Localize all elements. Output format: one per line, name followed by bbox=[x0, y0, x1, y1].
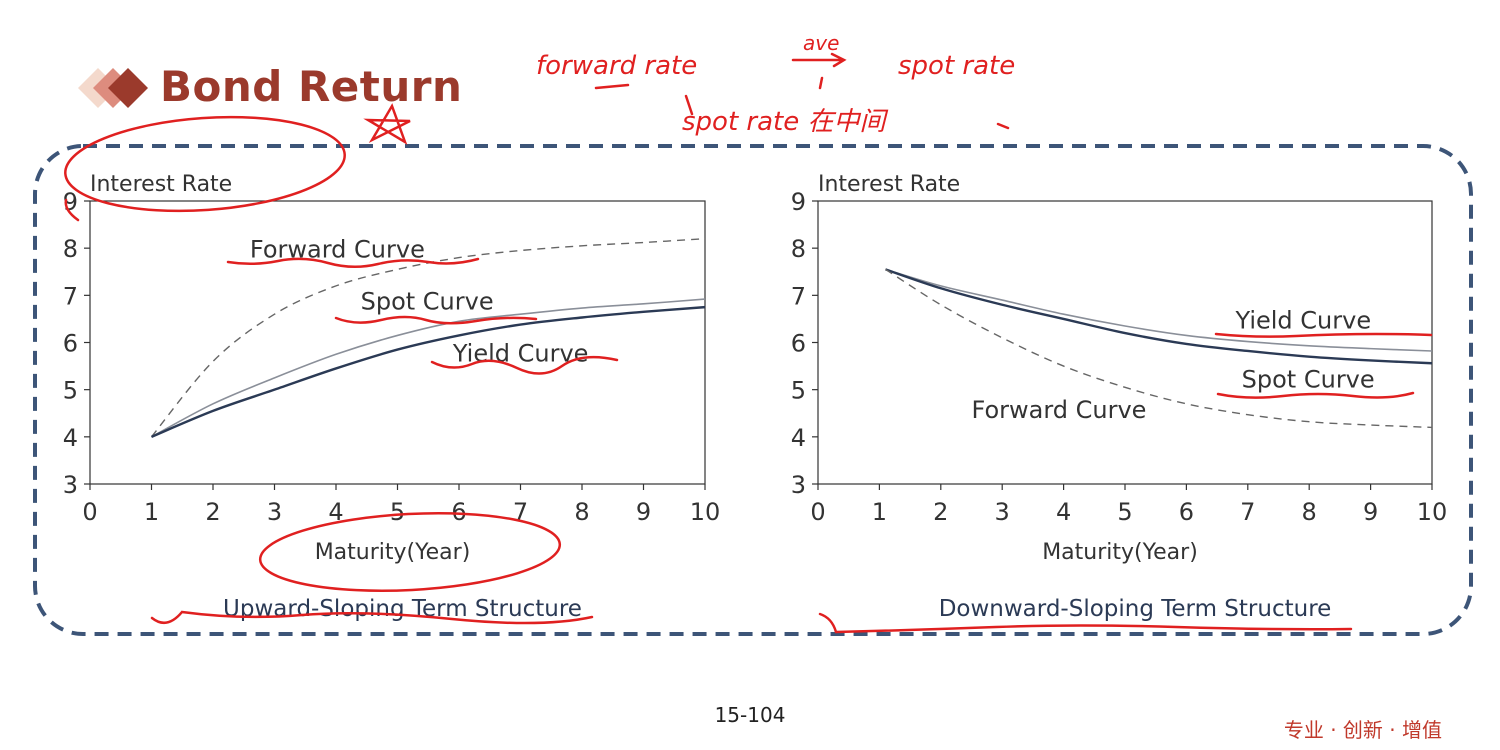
series-label-spot-curve: Spot Curve bbox=[1242, 365, 1375, 393]
ink-text-forward-rate: forward rate bbox=[536, 51, 697, 81]
chart-caption: Downward-Sloping Term Structure bbox=[939, 596, 1332, 622]
handwritten-ink bbox=[64, 52, 1433, 634]
y-tick-label: 5 bbox=[63, 377, 78, 405]
series-spot-curve bbox=[885, 268, 1433, 365]
title-diamonds-icon bbox=[78, 68, 148, 108]
handwritten-text: forward rate ave spot rate spot rate 在中间 bbox=[536, 31, 1015, 137]
ink-arrow bbox=[791, 52, 847, 68]
ink-underline-spot-right bbox=[1216, 391, 1415, 399]
ink-underline-caption-right bbox=[818, 612, 1353, 634]
chart-downward: 0 1 2 3 4 5 6 7 8 9 10 3 4 5 6 7 8 9 Interest Rate Maturity… bbox=[791, 172, 1448, 622]
series-label-yield-curve: Yield Curve bbox=[1235, 306, 1372, 334]
ink-underline-yield-right bbox=[1214, 332, 1433, 338]
y-tick-label: 6 bbox=[791, 330, 806, 358]
x-tick-label: 0 bbox=[82, 498, 97, 526]
ink-text-ave: ave bbox=[803, 31, 839, 55]
x-tick-label: 2 bbox=[205, 498, 220, 526]
x-tick-label: 10 bbox=[1417, 498, 1448, 526]
y-tick-label: 5 bbox=[791, 377, 806, 405]
footer-slogan: 专业 · 创新 · 增值 bbox=[1283, 718, 1442, 742]
x-tick-label: 2 bbox=[933, 498, 948, 526]
y-tick-label: 7 bbox=[791, 282, 806, 310]
ink-star bbox=[363, 103, 411, 145]
ink-underline-forward bbox=[226, 257, 480, 268]
series-label-forward-curve: Forward Curve bbox=[250, 236, 425, 264]
x-tick-label: 9 bbox=[1363, 498, 1378, 526]
x-axis-label: Maturity(Year) bbox=[315, 540, 471, 565]
x-tick-label: 0 bbox=[810, 498, 825, 526]
x-tick-label: 5 bbox=[390, 498, 405, 526]
y-tick-label: 3 bbox=[63, 471, 78, 499]
y-axis-label: Interest Rate bbox=[818, 172, 960, 197]
ink-tail-ylabel bbox=[64, 198, 80, 222]
ink-mark-2 bbox=[818, 76, 824, 90]
x-tick-label: 1 bbox=[872, 498, 887, 526]
y-tick-label: 6 bbox=[63, 330, 78, 358]
slide-title: Bond Return bbox=[160, 62, 463, 111]
ink-underline-spot bbox=[334, 315, 538, 325]
series-label-forward-curve: Forward Curve bbox=[972, 396, 1147, 424]
y-tick-label: 8 bbox=[63, 235, 78, 263]
x-tick-label: 9 bbox=[636, 498, 651, 526]
y-tick-label: 7 bbox=[63, 282, 78, 310]
y-tick-label: 8 bbox=[791, 235, 806, 263]
x-tick-label: 4 bbox=[1056, 498, 1071, 526]
x-tick-label: 5 bbox=[1117, 498, 1132, 526]
y-tick-label: 3 bbox=[791, 471, 806, 499]
y-axis-label: Interest Rate bbox=[90, 172, 232, 197]
page-number: 15-104 bbox=[714, 703, 786, 727]
ink-underline-caption-left bbox=[150, 610, 594, 625]
x-axis-label: Maturity(Year) bbox=[1042, 540, 1198, 565]
series-yield-curve bbox=[151, 305, 706, 438]
series-label-spot-curve: Spot Curve bbox=[361, 287, 494, 315]
x-tick-label: 6 bbox=[451, 498, 466, 526]
x-tick-label: 8 bbox=[574, 498, 589, 526]
ink-circle-xlabel bbox=[258, 511, 562, 593]
ink-underline-yield bbox=[430, 355, 619, 375]
ink-mark-1 bbox=[594, 83, 630, 90]
series-spot-curve bbox=[151, 298, 706, 438]
ink-mark-3 bbox=[684, 94, 694, 116]
y-tick-label: 4 bbox=[791, 424, 806, 452]
y-tick-label: 4 bbox=[63, 424, 78, 452]
series-yield-curve bbox=[885, 268, 1433, 352]
ink-circle-ylabel bbox=[64, 115, 346, 213]
x-tick-label: 10 bbox=[690, 498, 721, 526]
x-tick-label: 1 bbox=[144, 498, 159, 526]
ink-text-spot-rate: spot rate bbox=[898, 51, 1015, 81]
series-forward-curve bbox=[150, 238, 706, 438]
y-tick-label: 9 bbox=[791, 188, 806, 216]
x-tick-label: 3 bbox=[267, 498, 282, 526]
ink-text-spot-rate-middle: spot rate 在中间 bbox=[682, 107, 888, 137]
plot-area bbox=[817, 200, 1433, 485]
x-tick-label: 8 bbox=[1302, 498, 1317, 526]
series-forward-curve bbox=[885, 268, 1433, 429]
x-tick-label: 4 bbox=[328, 498, 343, 526]
x-tick-label: 7 bbox=[1240, 498, 1255, 526]
ink-mark-4 bbox=[996, 122, 1010, 130]
chart-caption: Upward-Sloping Term Structure bbox=[223, 596, 582, 622]
x-tick-label: 6 bbox=[1179, 498, 1194, 526]
x-tick-label: 3 bbox=[995, 498, 1010, 526]
dashed-frame bbox=[33, 144, 1473, 636]
